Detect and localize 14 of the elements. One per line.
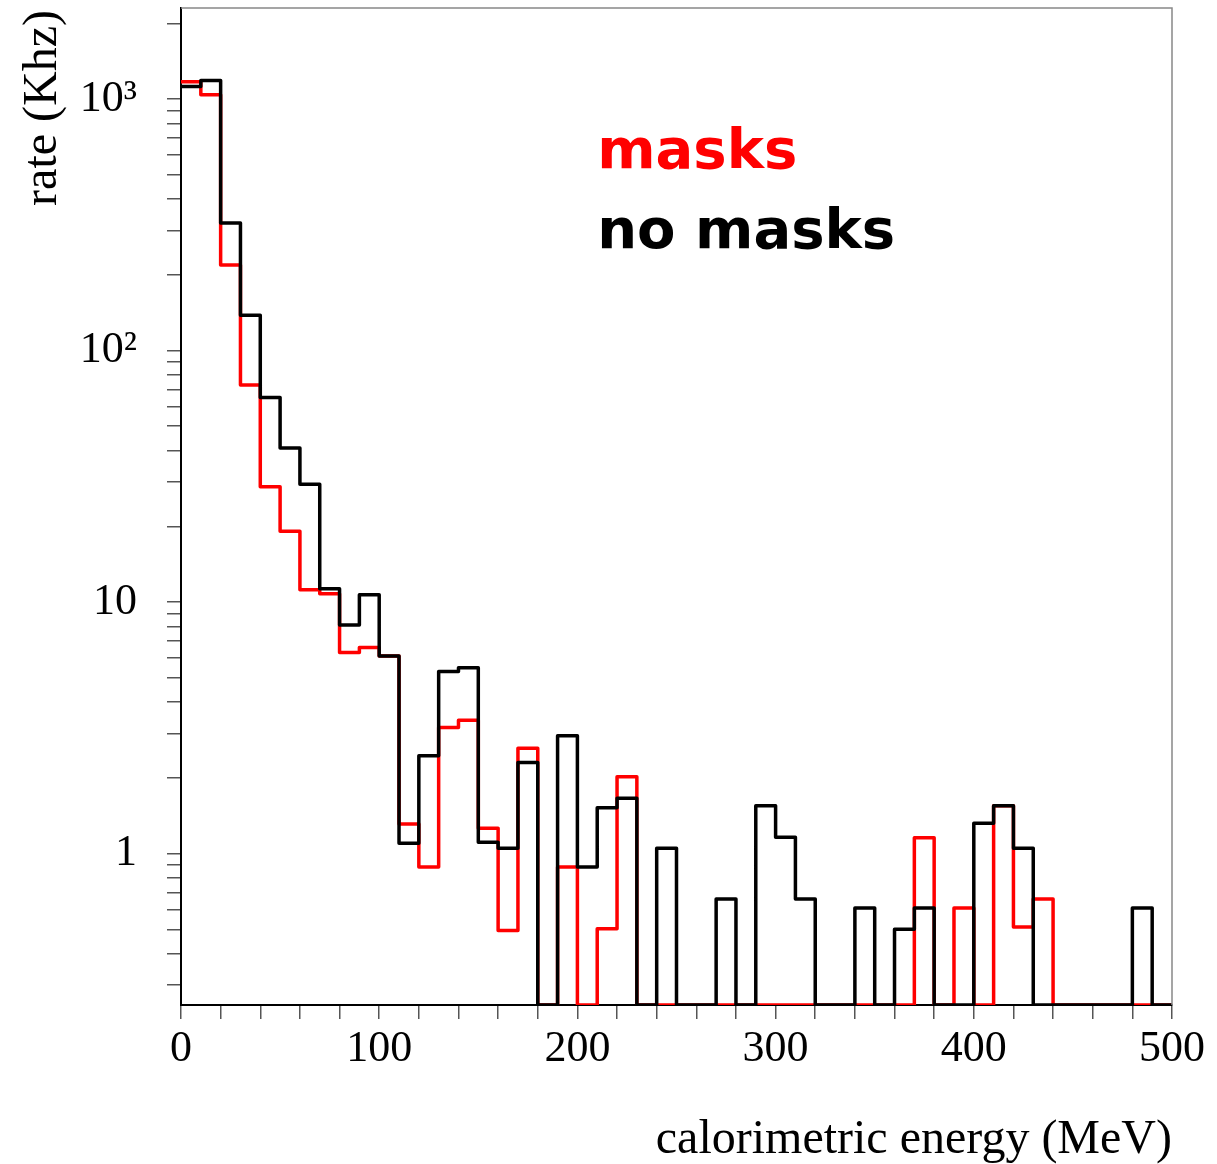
x-tick-label: 400	[940, 1021, 1007, 1071]
y-tick-label: 1	[115, 826, 137, 876]
x-tick-label: 200	[544, 1021, 611, 1071]
y-tick-label: 10²	[79, 323, 137, 373]
text: no masks	[597, 195, 896, 261]
y-tick-label: 10	[93, 574, 137, 624]
text: masks	[597, 115, 798, 181]
x-tick-label: 100	[346, 1021, 413, 1071]
y-axis-title: rate (Khz)	[13, 10, 67, 206]
y-tick-label: 10³	[79, 71, 137, 121]
x-tick-label: 300	[742, 1021, 809, 1071]
x-tick-label: 0	[170, 1021, 192, 1071]
x-tick-label: 500	[1139, 1021, 1205, 1071]
x-axis-title: calorimetric energy (MeV)	[655, 1110, 1172, 1164]
